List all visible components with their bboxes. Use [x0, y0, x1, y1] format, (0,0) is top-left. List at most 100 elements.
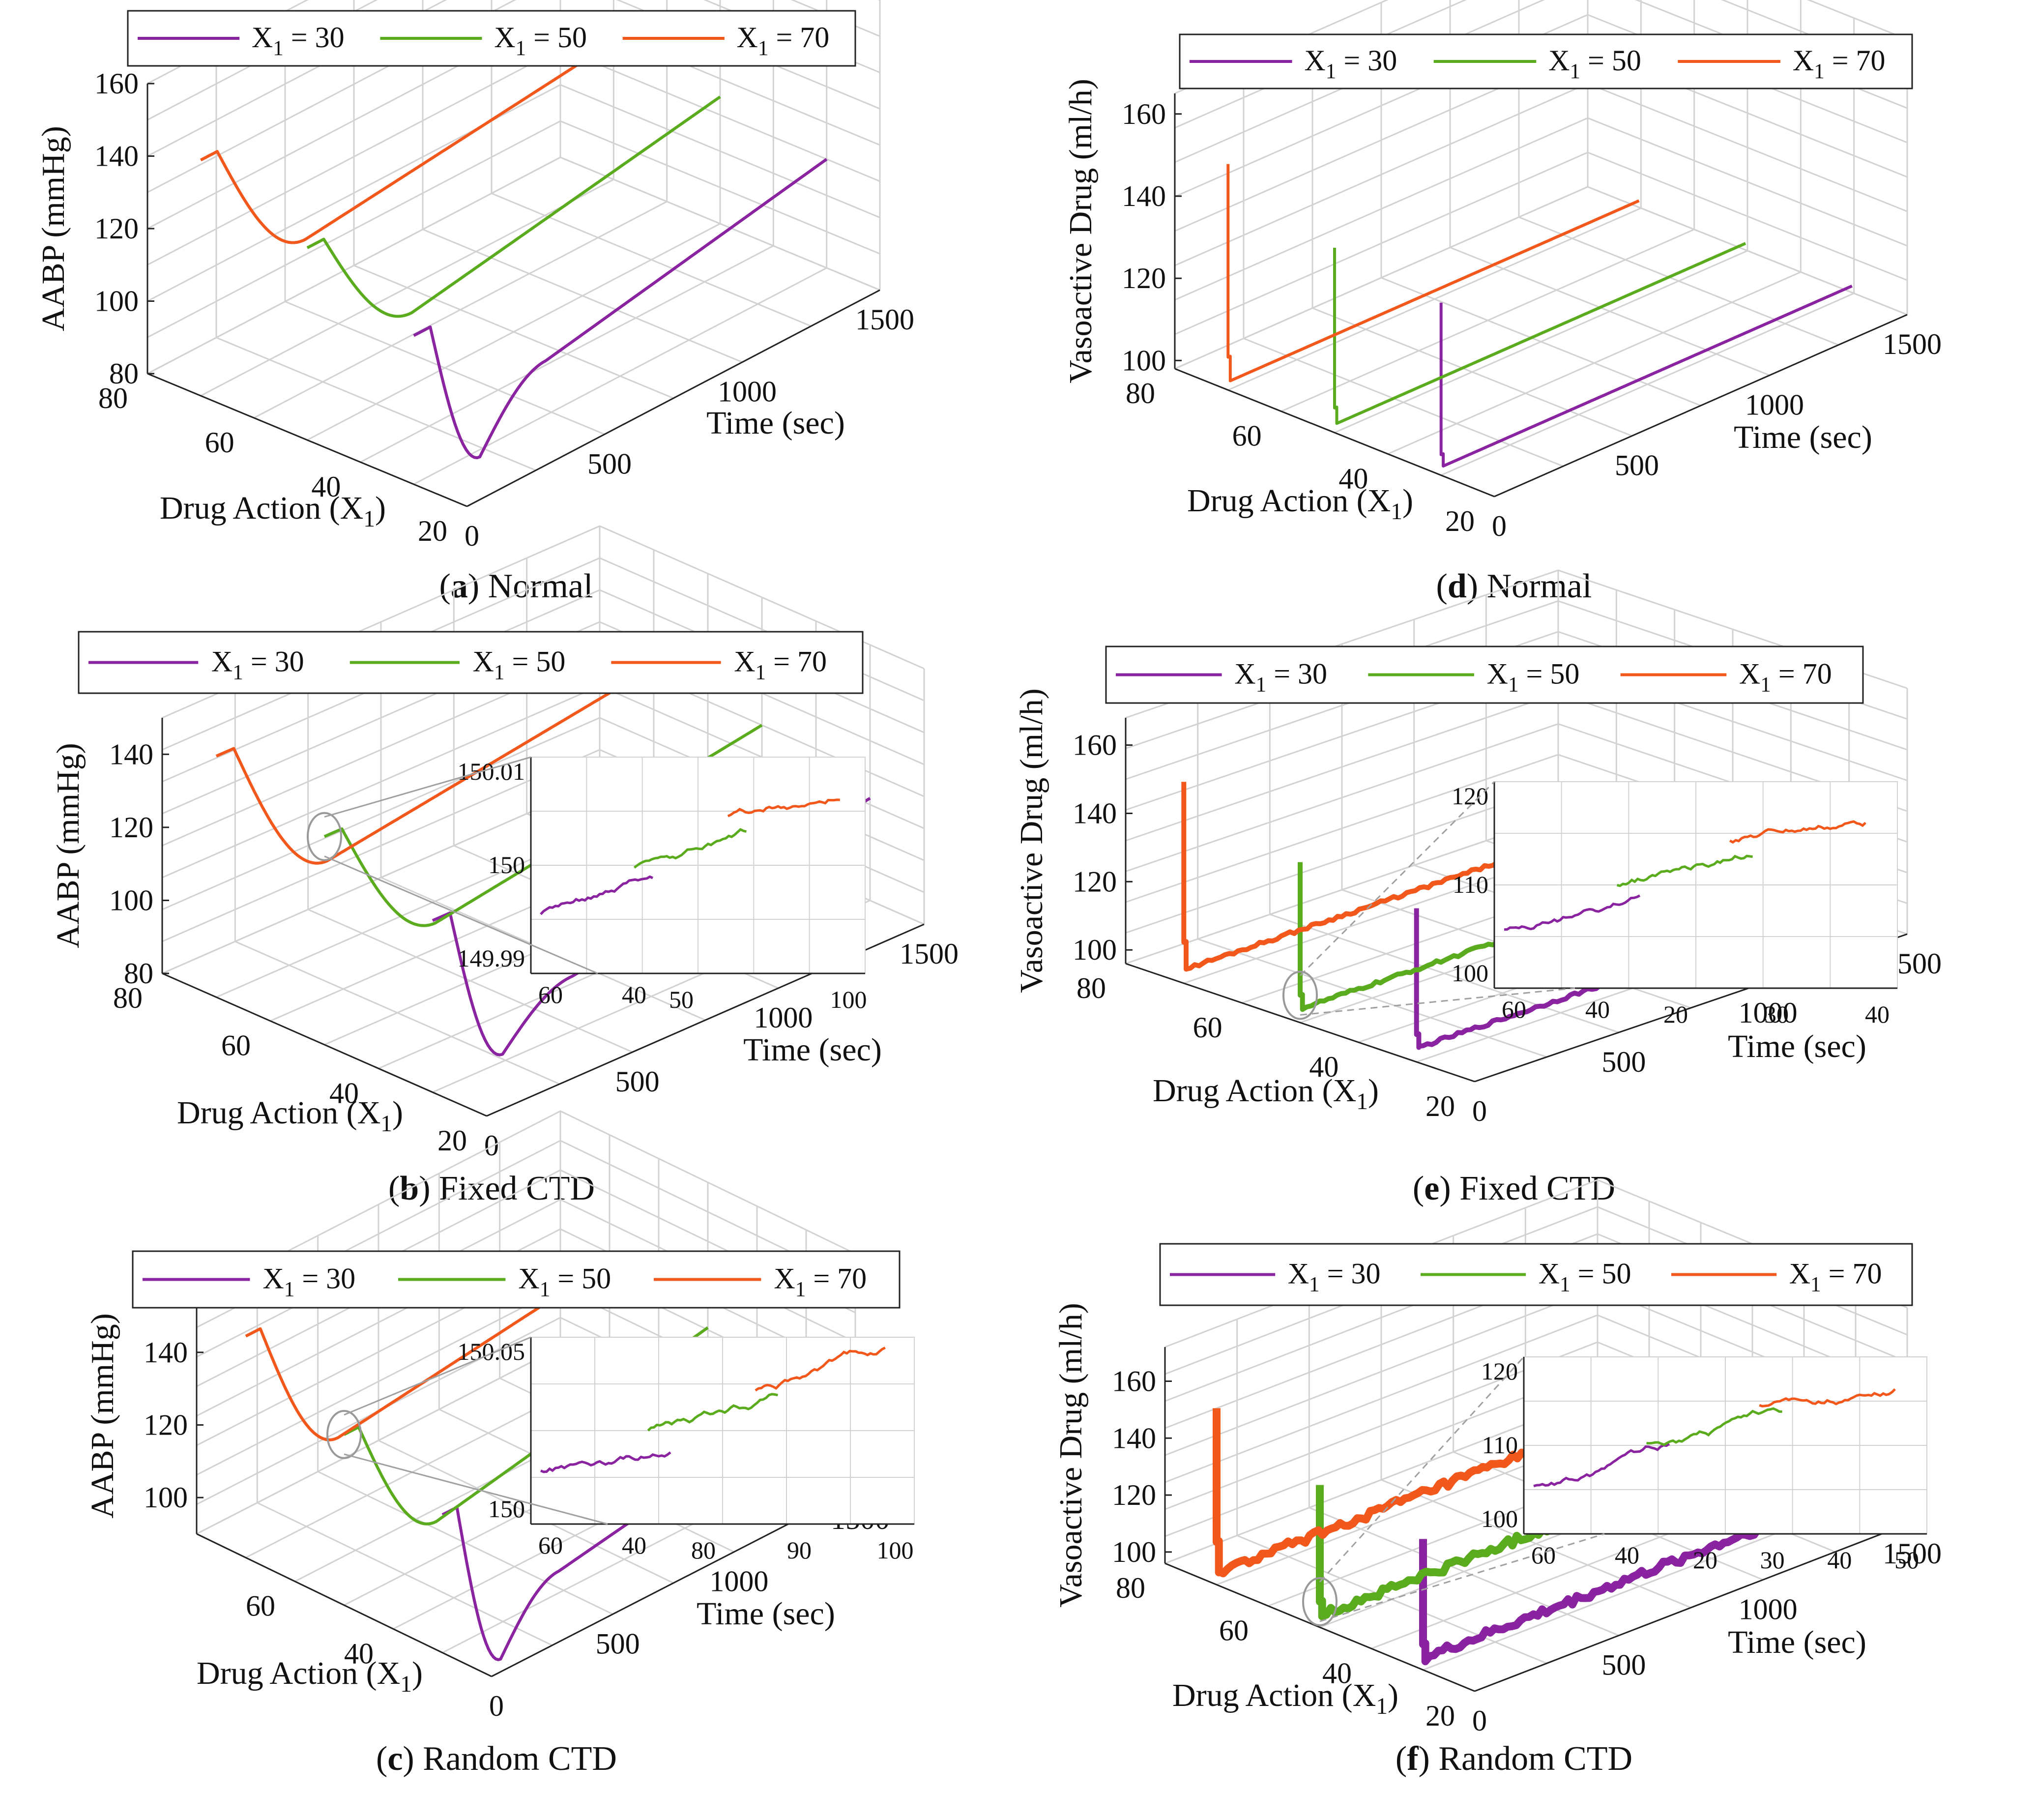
z-tick-label: 120	[1073, 865, 1117, 898]
x-tick-label: 1500	[1883, 328, 1942, 360]
legend-label-3: X1 = 70	[737, 21, 830, 60]
legend-label-3: X1 = 70	[734, 646, 827, 684]
zoom-marker	[307, 812, 342, 861]
inset-y-tick: 60	[1502, 996, 1526, 1023]
z-axis-label: AABP (mmHg)	[85, 1313, 120, 1518]
y-tick-label: 20	[437, 1124, 467, 1157]
z-tick-label: 160	[94, 67, 139, 100]
x-tick-label: 1500	[855, 303, 914, 336]
y-tick-label: 20	[1425, 1090, 1455, 1122]
inset-x-tick: 20	[1693, 1546, 1717, 1574]
z-axis-label: AABP (mmHg)	[35, 126, 71, 331]
legend-box	[1105, 646, 1864, 704]
y-axis-label: Drug Action (X1)	[160, 490, 386, 532]
panel-d: 100 120 140 160 80 60 40 20 0 500 1000 1500 Vasoacti…	[1063, 0, 1942, 605]
x-tick-label: 500	[615, 1065, 660, 1098]
z-tick-label: 100	[144, 1481, 188, 1514]
y-axis-line	[1125, 963, 1475, 1083]
y-tick-label: 80	[98, 382, 128, 414]
inset-z-tick: 110	[1453, 871, 1488, 898]
zoom-connector	[1319, 1356, 1525, 1583]
z-tick-label: 160	[1122, 98, 1166, 130]
y-tick-label: 40	[329, 1077, 359, 1109]
series-line-2	[1333, 242, 1746, 425]
inset-y-tick: 40	[622, 1531, 646, 1559]
x-tick-label: 500	[1601, 1649, 1646, 1681]
legend-label-3: X1 = 70	[1739, 658, 1832, 697]
y-axis-line	[1164, 1562, 1475, 1692]
inset-x-tick: 30	[1764, 1000, 1789, 1028]
inset-series-2	[647, 1393, 778, 1432]
legend-label-2: X1 = 50	[1539, 1258, 1631, 1296]
z-tick-label: 140	[1122, 180, 1166, 212]
z-axis-label: AABP (mmHg)	[50, 743, 86, 948]
inset-z-tick: 100	[1452, 959, 1488, 987]
inset-x-tick: 80	[691, 1536, 716, 1564]
z-axis-label: Vasoactive Drug (ml/h)	[1014, 688, 1049, 993]
x-tick-label: 500	[596, 1627, 640, 1660]
inset-z-tick: 120	[1481, 1357, 1518, 1385]
inset-series-2	[1646, 1407, 1782, 1446]
x-axis-label: Time (sec)	[706, 405, 845, 441]
legend-label-2: X1 = 50	[1548, 44, 1641, 83]
legend-label-1: X1 = 30	[262, 1262, 355, 1301]
z-tick-label: 100	[109, 884, 153, 916]
inset-z-tick: 149.99	[458, 944, 525, 972]
x-tick-label: 1000	[1739, 1593, 1798, 1625]
legend-label-2: X1 = 50	[494, 21, 587, 60]
x-tick-label: 500	[1615, 449, 1659, 482]
legend-label-1: X1 = 30	[252, 21, 345, 60]
inset-series-3	[1759, 1388, 1896, 1408]
zoom-connector	[1300, 987, 1575, 1016]
series-line-2	[306, 95, 721, 318]
legend: X1 = 30 X1 = 50 X1 = 70	[132, 1250, 901, 1309]
legend-label-3: X1 = 70	[1793, 44, 1886, 83]
zoom-connector	[1319, 1533, 1605, 1622]
y-tick-label: 20	[1425, 1700, 1455, 1732]
inset-series-3	[755, 1347, 886, 1392]
legend: X1 = 30 X1 = 50 X1 = 70	[1179, 33, 1913, 89]
legend: X1 = 30 X1 = 50 X1 = 70	[1159, 1243, 1913, 1306]
panel-caption: (c) Random CTD	[376, 1740, 617, 1778]
legend: X1 = 30 X1 = 50 X1 = 70	[127, 10, 856, 67]
zoom-marker	[1282, 970, 1318, 1020]
zoom-connector	[324, 756, 531, 818]
z-tick-label: 160	[1112, 1365, 1156, 1397]
legend-box	[1159, 1243, 1913, 1306]
x-axis-line	[1474, 1523, 1908, 1692]
zoom-connector	[324, 855, 598, 974]
inset-x-tick: 40	[1827, 1546, 1852, 1574]
z-tick-label: 140	[94, 140, 139, 173]
zoom-marker	[1302, 1577, 1338, 1626]
y-tick-label: 60	[221, 1029, 251, 1062]
y-axis-line	[162, 972, 487, 1117]
x-axis-label: Time (sec)	[743, 1032, 882, 1068]
z-tick-label: 120	[94, 212, 139, 245]
panel-f: 100 120 140 160 80 60 40 20 0 500 1000 1500 Vasoacti…	[1053, 1179, 1942, 1778]
y-tick-label: 40	[344, 1637, 374, 1670]
inset-x-tick: 90	[787, 1536, 812, 1564]
x-tick-label: 0	[1492, 510, 1507, 542]
z-axis-label: Vasoactive Drug (ml/h)	[1063, 79, 1099, 383]
y-tick-label: 60	[1219, 1615, 1249, 1647]
z-tick-label: 140	[1073, 797, 1117, 829]
inset-series-1	[1533, 1443, 1670, 1488]
inset-series-3	[727, 798, 840, 818]
inset-series-3	[1729, 820, 1866, 844]
inset-x-tick: 100	[830, 986, 867, 1013]
series-line-3	[1226, 164, 1640, 382]
z-tick-label: 120	[109, 811, 153, 844]
y-axis-line	[147, 373, 467, 507]
series-line-3	[200, 40, 614, 244]
inset-series-1	[540, 875, 653, 915]
inset-z-tick: 110	[1482, 1431, 1518, 1459]
x-tick-label: 1000	[709, 1565, 768, 1598]
x-tick-label: 1000	[1745, 388, 1804, 421]
inset-z-tick: 150	[488, 1495, 525, 1523]
z-axis-label: Vasoactive Drug (ml/h)	[1053, 1303, 1089, 1608]
axes	[1164, 1347, 1908, 1692]
y-axis-line	[196, 1533, 492, 1677]
